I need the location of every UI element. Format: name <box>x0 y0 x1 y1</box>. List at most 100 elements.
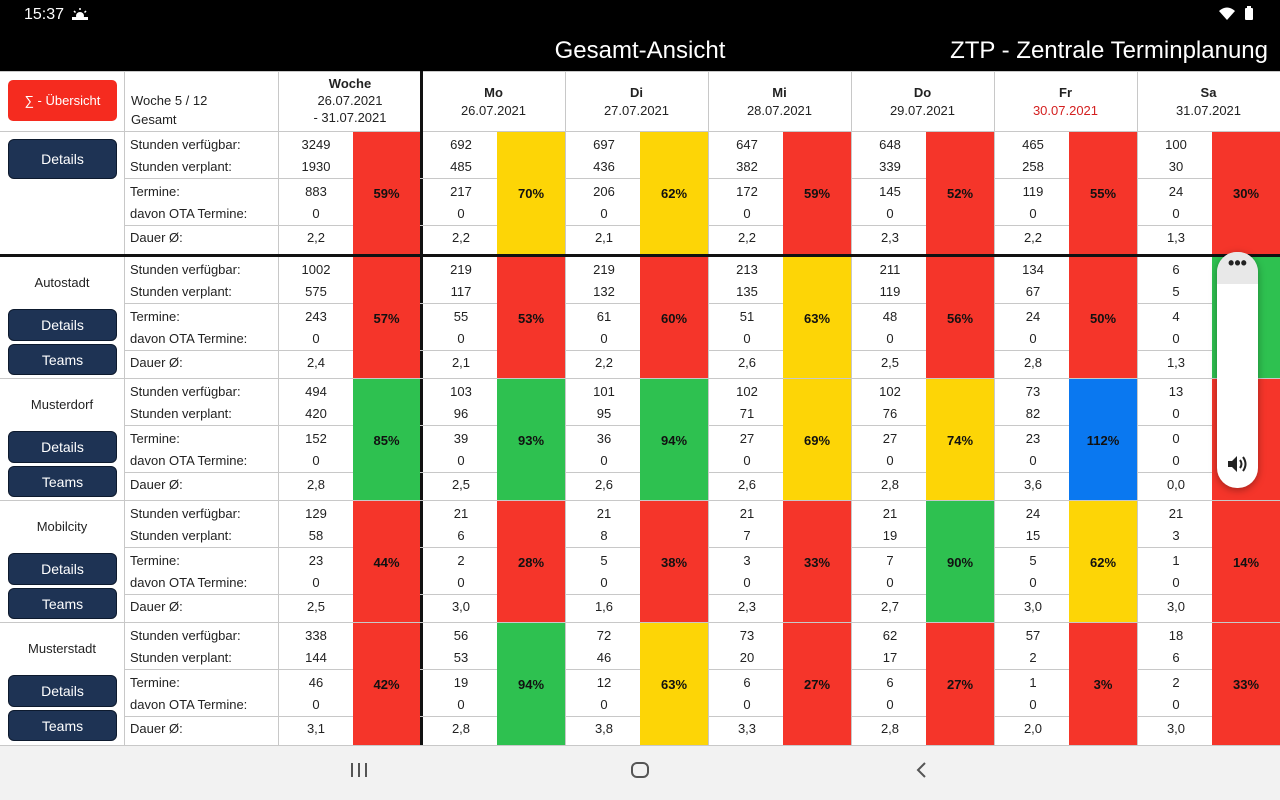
more-options-icon[interactable]: ••• <box>1217 252 1258 284</box>
value-dur: 2,8 <box>306 477 326 492</box>
utilization-cell[interactable]: 63% <box>783 257 851 379</box>
utilization-cell[interactable]: 52% <box>926 132 994 254</box>
value-appts: 27 <box>882 431 898 446</box>
value-planned: 3 <box>1172 528 1180 543</box>
utilization-cell[interactable]: 33% <box>1212 623 1280 745</box>
value-dur: 3,0 <box>1166 721 1186 736</box>
value-appts: 36 <box>596 431 612 446</box>
value-avail: 102 <box>736 384 758 399</box>
value-avail: 24 <box>1025 506 1041 521</box>
value-dur: 3,6 <box>1023 477 1043 492</box>
details-button[interactable]: Details <box>8 675 117 707</box>
value-ota: 0 <box>1172 453 1180 468</box>
utilization-cell[interactable]: 93% <box>497 379 565 501</box>
grid-line <box>0 131 1280 132</box>
utilization-cell[interactable]: 38% <box>640 501 708 623</box>
value-ota: 0 <box>457 575 465 590</box>
utilization-cell[interactable]: 30% <box>1212 132 1280 254</box>
details-button[interactable]: Details <box>8 139 117 179</box>
utilization-cell[interactable]: 28% <box>497 501 565 623</box>
value-avail: 102 <box>879 384 901 399</box>
value-dur: 2,8 <box>880 721 900 736</box>
day-date: 30.07.2021 <box>1032 103 1099 118</box>
row-label-dur: Dauer Ø: <box>130 721 183 736</box>
value-ota: 0 <box>1172 331 1180 346</box>
utilization-cell[interactable]: 55% <box>1069 132 1137 254</box>
home-icon[interactable] <box>630 760 650 785</box>
utilization-cell[interactable]: 27% <box>926 623 994 745</box>
value-planned: 71 <box>739 406 755 421</box>
utilization-cell[interactable]: 44% <box>353 501 420 623</box>
grid-line <box>0 500 1280 501</box>
recent-apps-icon[interactable] <box>349 760 369 785</box>
utilization-cell[interactable]: 57% <box>353 257 420 379</box>
value-planned: 95 <box>596 406 612 421</box>
value-avail: 3249 <box>301 137 331 152</box>
utilization-cell[interactable]: 50% <box>1069 257 1137 379</box>
value-appts: 7 <box>886 553 894 568</box>
utilization-cell[interactable]: 14% <box>1212 501 1280 623</box>
value-dur: 2,1 <box>594 230 614 245</box>
utilization-cell[interactable]: 27% <box>783 623 851 745</box>
details-button[interactable]: Details <box>8 431 117 463</box>
value-ota: 0 <box>312 453 320 468</box>
utilization-cell[interactable]: 42% <box>353 623 420 745</box>
value-ota: 0 <box>886 697 894 712</box>
teams-button[interactable]: Teams <box>8 710 117 741</box>
utilization-cell[interactable]: 70% <box>497 132 565 254</box>
value-appts: 206 <box>593 184 615 199</box>
value-avail: 219 <box>593 262 615 277</box>
utilization-cell[interactable]: 59% <box>353 132 420 254</box>
value-dur: 2,6 <box>737 477 757 492</box>
volume-panel[interactable]: ••• <box>1217 252 1258 488</box>
details-button[interactable]: Details <box>8 553 117 585</box>
utilization-cell[interactable]: 62% <box>640 132 708 254</box>
value-appts: 243 <box>305 309 327 324</box>
utilization-cell[interactable]: 69% <box>783 379 851 501</box>
back-icon[interactable] <box>912 760 932 785</box>
utilization-cell[interactable]: 59% <box>783 132 851 254</box>
teams-button[interactable]: Teams <box>8 344 117 375</box>
value-dur: 3,8 <box>594 721 614 736</box>
value-avail: 21 <box>596 506 612 521</box>
value-ota: 0 <box>886 206 894 221</box>
details-button[interactable]: Details <box>8 309 117 341</box>
utilization-cell[interactable]: 90% <box>926 501 994 623</box>
utilization-cell[interactable]: 94% <box>497 623 565 745</box>
grid-line <box>0 254 1280 257</box>
day-name: Mi <box>772 85 787 100</box>
utilization-cell[interactable]: 94% <box>640 379 708 501</box>
utilization-cell[interactable]: 33% <box>783 501 851 623</box>
value-dur: 2,7 <box>880 599 900 614</box>
value-avail: 211 <box>879 262 901 277</box>
value-planned: 5 <box>1172 284 1180 299</box>
speaker-icon[interactable] <box>1227 455 1249 478</box>
value-planned: 135 <box>736 284 758 299</box>
value-ota: 0 <box>1029 453 1037 468</box>
week-header: Woche 26.07.2021 - 31.07.2021 <box>280 76 420 125</box>
utilization-cell[interactable]: 63% <box>640 623 708 745</box>
utilization-cell[interactable]: 74% <box>926 379 994 501</box>
utilization-cell[interactable]: 3% <box>1069 623 1137 745</box>
row-label-planned: Stunden verplant: <box>130 528 232 543</box>
value-ota: 0 <box>1029 331 1037 346</box>
value-planned: 19 <box>882 528 898 543</box>
value-ota: 0 <box>457 331 465 346</box>
teams-button[interactable]: Teams <box>8 466 117 497</box>
value-dur: 2,2 <box>594 355 614 370</box>
utilization-cell[interactable]: 53% <box>497 257 565 379</box>
utilization-cell[interactable]: 56% <box>926 257 994 379</box>
utilization-cell[interactable]: 85% <box>353 379 420 501</box>
teams-button[interactable]: Teams <box>8 588 117 619</box>
utilization-cell[interactable]: 112% <box>1069 379 1137 501</box>
utilization-cell[interactable]: 60% <box>640 257 708 379</box>
utilization-cell[interactable]: 62% <box>1069 501 1137 623</box>
week-header-title: Woche <box>328 76 372 91</box>
overview-button[interactable]: ∑ - Übersicht <box>8 80 117 121</box>
value-avail: 494 <box>305 384 327 399</box>
value-ota: 0 <box>886 453 894 468</box>
value-dur: 3,0 <box>1023 599 1043 614</box>
value-avail: 21 <box>1168 506 1184 521</box>
value-avail: 213 <box>736 262 758 277</box>
location-name: Musterdorf <box>30 397 94 412</box>
